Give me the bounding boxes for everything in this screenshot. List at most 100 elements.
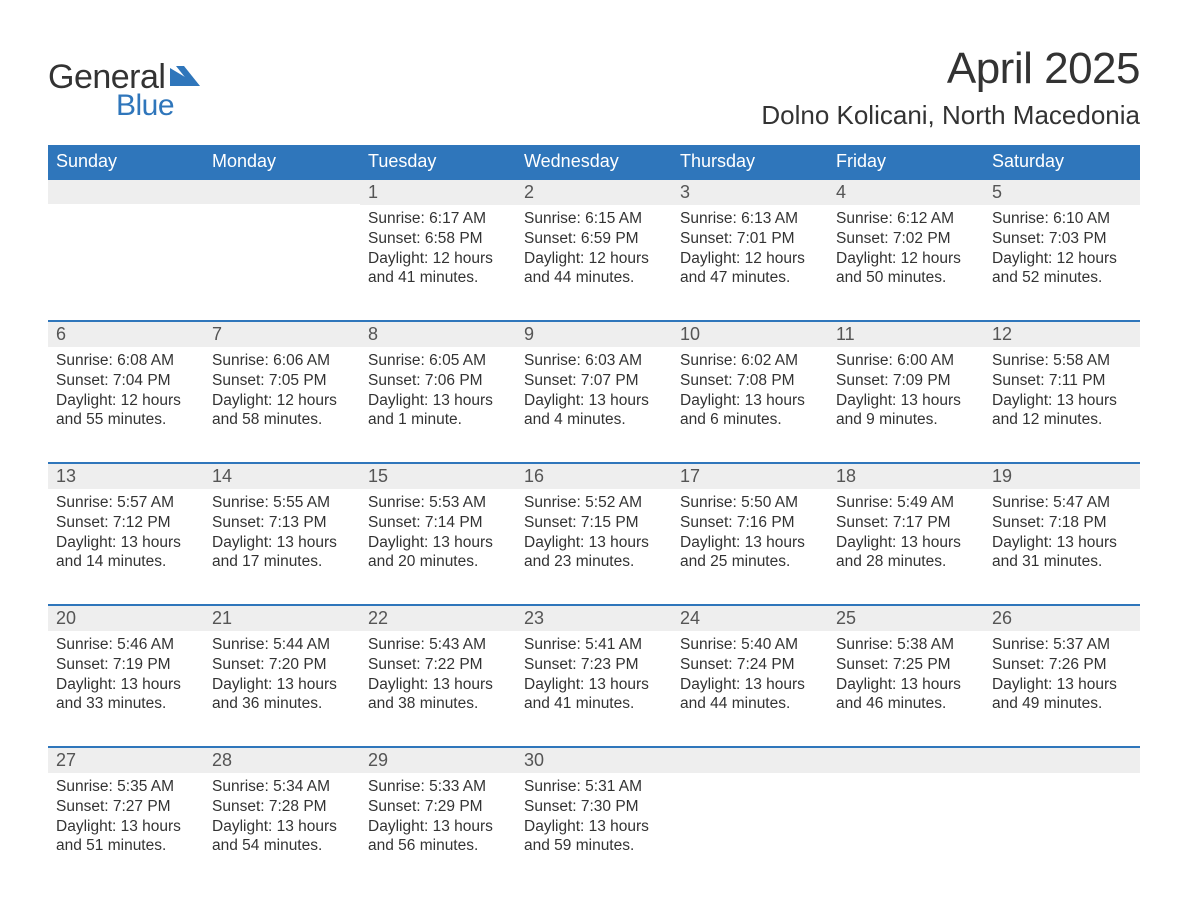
day-details: Sunrise: 5:35 AMSunset: 7:27 PMDaylight:…	[48, 773, 204, 864]
sunset-line: Sunset: 7:13 PM	[212, 513, 352, 533]
day-number: 1	[360, 178, 516, 205]
sunrise-line: Sunrise: 6:02 AM	[680, 351, 820, 371]
calendar-day: 8Sunrise: 6:05 AMSunset: 7:06 PMDaylight…	[360, 320, 516, 450]
sunrise-line: Sunrise: 5:46 AM	[56, 635, 196, 655]
day-number: 30	[516, 746, 672, 773]
sunrise-line: Sunrise: 5:58 AM	[992, 351, 1132, 371]
day-header: Sunday	[48, 145, 204, 178]
day-header: Friday	[828, 145, 984, 178]
calendar-day: 26Sunrise: 5:37 AMSunset: 7:26 PMDayligh…	[984, 604, 1140, 734]
sunrise-line: Sunrise: 5:41 AM	[524, 635, 664, 655]
day-number: 2	[516, 178, 672, 205]
sunrise-line: Sunrise: 6:17 AM	[368, 209, 508, 229]
day-number: 23	[516, 604, 672, 631]
daylight-line: Daylight: 13 hours and 20 minutes.	[368, 533, 508, 573]
calendar-day: 7Sunrise: 6:06 AMSunset: 7:05 PMDaylight…	[204, 320, 360, 450]
sunset-line: Sunset: 7:26 PM	[992, 655, 1132, 675]
day-details: Sunrise: 6:02 AMSunset: 7:08 PMDaylight:…	[672, 347, 828, 438]
calendar-day: 14Sunrise: 5:55 AMSunset: 7:13 PMDayligh…	[204, 462, 360, 592]
day-details: Sunrise: 5:34 AMSunset: 7:28 PMDaylight:…	[204, 773, 360, 864]
sunrise-line: Sunrise: 6:13 AM	[680, 209, 820, 229]
sunrise-line: Sunrise: 5:35 AM	[56, 777, 196, 797]
sunset-line: Sunset: 7:20 PM	[212, 655, 352, 675]
day-details: Sunrise: 5:41 AMSunset: 7:23 PMDaylight:…	[516, 631, 672, 722]
daylight-line: Daylight: 13 hours and 25 minutes.	[680, 533, 820, 573]
day-details: Sunrise: 5:52 AMSunset: 7:15 PMDaylight:…	[516, 489, 672, 580]
calendar-day: 1Sunrise: 6:17 AMSunset: 6:58 PMDaylight…	[360, 178, 516, 308]
day-details: Sunrise: 5:44 AMSunset: 7:20 PMDaylight:…	[204, 631, 360, 722]
day-details: Sunrise: 6:12 AMSunset: 7:02 PMDaylight:…	[828, 205, 984, 296]
sunset-line: Sunset: 7:29 PM	[368, 797, 508, 817]
day-details: Sunrise: 5:40 AMSunset: 7:24 PMDaylight:…	[672, 631, 828, 722]
day-number: 7	[204, 320, 360, 347]
day-details: Sunrise: 5:31 AMSunset: 7:30 PMDaylight:…	[516, 773, 672, 864]
sunrise-line: Sunrise: 5:34 AM	[212, 777, 352, 797]
daylight-line: Daylight: 13 hours and 28 minutes.	[836, 533, 976, 573]
calendar-day: 9Sunrise: 6:03 AMSunset: 7:07 PMDaylight…	[516, 320, 672, 450]
calendar-day: 5Sunrise: 6:10 AMSunset: 7:03 PMDaylight…	[984, 178, 1140, 308]
daylight-line: Daylight: 12 hours and 44 minutes.	[524, 249, 664, 289]
sunset-line: Sunset: 7:06 PM	[368, 371, 508, 391]
sunset-line: Sunset: 7:01 PM	[680, 229, 820, 249]
flag-icon	[170, 64, 204, 93]
day-number: 17	[672, 462, 828, 489]
day-number: 10	[672, 320, 828, 347]
calendar-day: 22Sunrise: 5:43 AMSunset: 7:22 PMDayligh…	[360, 604, 516, 734]
empty-day-header	[48, 178, 204, 204]
sunset-line: Sunset: 7:11 PM	[992, 371, 1132, 391]
calendar-table: SundayMondayTuesdayWednesdayThursdayFrid…	[48, 145, 1140, 876]
calendar-empty	[828, 746, 984, 876]
calendar-day: 15Sunrise: 5:53 AMSunset: 7:14 PMDayligh…	[360, 462, 516, 592]
calendar-day: 18Sunrise: 5:49 AMSunset: 7:17 PMDayligh…	[828, 462, 984, 592]
daylight-line: Daylight: 13 hours and 6 minutes.	[680, 391, 820, 431]
calendar-day: 11Sunrise: 6:00 AMSunset: 7:09 PMDayligh…	[828, 320, 984, 450]
day-number: 11	[828, 320, 984, 347]
sunset-line: Sunset: 7:03 PM	[992, 229, 1132, 249]
day-details: Sunrise: 5:33 AMSunset: 7:29 PMDaylight:…	[360, 773, 516, 864]
sunset-line: Sunset: 7:22 PM	[368, 655, 508, 675]
empty-day-header	[204, 178, 360, 204]
day-details: Sunrise: 6:13 AMSunset: 7:01 PMDaylight:…	[672, 205, 828, 296]
day-details: Sunrise: 5:49 AMSunset: 7:17 PMDaylight:…	[828, 489, 984, 580]
sunrise-line: Sunrise: 6:03 AM	[524, 351, 664, 371]
day-number: 5	[984, 178, 1140, 205]
sunrise-line: Sunrise: 5:52 AM	[524, 493, 664, 513]
sunrise-line: Sunrise: 5:37 AM	[992, 635, 1132, 655]
day-details: Sunrise: 6:10 AMSunset: 7:03 PMDaylight:…	[984, 205, 1140, 296]
sunset-line: Sunset: 7:28 PM	[212, 797, 352, 817]
daylight-line: Daylight: 12 hours and 50 minutes.	[836, 249, 976, 289]
calendar-day: 24Sunrise: 5:40 AMSunset: 7:24 PMDayligh…	[672, 604, 828, 734]
week-gap	[48, 450, 1140, 462]
daylight-line: Daylight: 13 hours and 54 minutes.	[212, 817, 352, 857]
sunrise-line: Sunrise: 5:43 AM	[368, 635, 508, 655]
daylight-line: Daylight: 13 hours and 9 minutes.	[836, 391, 976, 431]
day-number: 25	[828, 604, 984, 631]
daylight-line: Daylight: 12 hours and 47 minutes.	[680, 249, 820, 289]
daylight-line: Daylight: 12 hours and 55 minutes.	[56, 391, 196, 431]
calendar-day: 4Sunrise: 6:12 AMSunset: 7:02 PMDaylight…	[828, 178, 984, 308]
location-subtitle: Dolno Kolicani, North Macedonia	[761, 100, 1140, 131]
calendar-day: 25Sunrise: 5:38 AMSunset: 7:25 PMDayligh…	[828, 604, 984, 734]
sunset-line: Sunset: 7:15 PM	[524, 513, 664, 533]
daylight-line: Daylight: 13 hours and 59 minutes.	[524, 817, 664, 857]
day-number: 27	[48, 746, 204, 773]
daylight-line: Daylight: 13 hours and 33 minutes.	[56, 675, 196, 715]
day-details: Sunrise: 6:06 AMSunset: 7:05 PMDaylight:…	[204, 347, 360, 438]
sunset-line: Sunset: 7:02 PM	[836, 229, 976, 249]
daylight-line: Daylight: 13 hours and 49 minutes.	[992, 675, 1132, 715]
day-details: Sunrise: 6:08 AMSunset: 7:04 PMDaylight:…	[48, 347, 204, 438]
sunrise-line: Sunrise: 5:40 AM	[680, 635, 820, 655]
sunset-line: Sunset: 7:14 PM	[368, 513, 508, 533]
calendar-week: 27Sunrise: 5:35 AMSunset: 7:27 PMDayligh…	[48, 746, 1140, 876]
calendar-empty	[204, 178, 360, 308]
calendar-day: 29Sunrise: 5:33 AMSunset: 7:29 PMDayligh…	[360, 746, 516, 876]
day-number: 16	[516, 462, 672, 489]
calendar-day: 23Sunrise: 5:41 AMSunset: 7:23 PMDayligh…	[516, 604, 672, 734]
daylight-line: Daylight: 12 hours and 41 minutes.	[368, 249, 508, 289]
sunrise-line: Sunrise: 5:38 AM	[836, 635, 976, 655]
day-number: 29	[360, 746, 516, 773]
week-gap	[48, 734, 1140, 746]
sunset-line: Sunset: 7:08 PM	[680, 371, 820, 391]
day-details: Sunrise: 5:46 AMSunset: 7:19 PMDaylight:…	[48, 631, 204, 722]
sunrise-line: Sunrise: 6:06 AM	[212, 351, 352, 371]
